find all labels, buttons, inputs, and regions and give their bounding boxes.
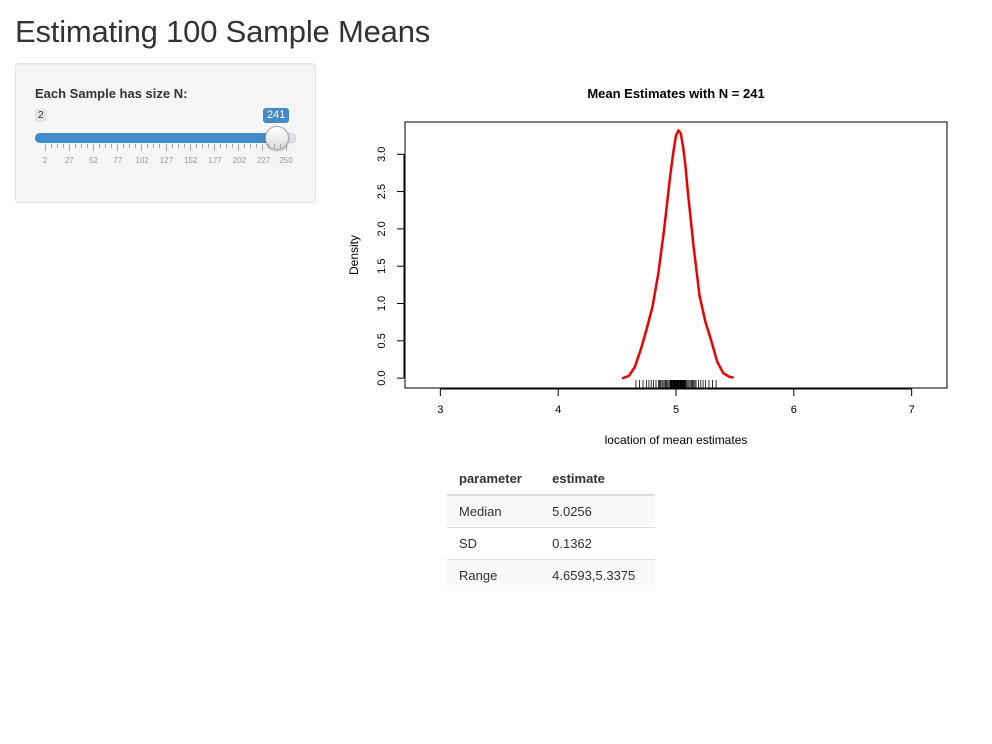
- slider-grid-label: 177: [208, 156, 222, 165]
- slider-grid-tick: [51, 144, 53, 148]
- density-plot-svg: Mean Estimates with N = 241 3 4 5 6 7 location…: [347, 86, 948, 447]
- slider-grid-tick: [147, 144, 149, 148]
- sidebar-panel: Each Sample has size N: 2 241 2 27 52 77 102…: [15, 63, 316, 203]
- slider-grid-tick: [165, 144, 167, 151]
- x-axis-label: location of mean estimates: [605, 433, 748, 447]
- slider-grid-label: 227: [256, 156, 271, 165]
- slider-label: Each Sample has size N:: [35, 86, 188, 101]
- slider-grid-tick: [207, 144, 209, 148]
- slider-grid-tick: [81, 144, 83, 148]
- slider-grid-tick: [69, 144, 71, 151]
- slider-grid-tick: [219, 144, 221, 148]
- x-tick-label: 4: [555, 404, 561, 416]
- slider-grid-tick: [129, 144, 131, 148]
- slider-grid-tick: [171, 144, 173, 148]
- slider-grid-tick: [189, 144, 191, 151]
- slider-grid-tick: [279, 144, 281, 148]
- density-curve: [621, 129, 734, 380]
- slider-grid-tick: [57, 144, 59, 148]
- slider-grid-tick: [267, 144, 269, 148]
- table-row: Median 5.0256: [447, 494, 655, 528]
- slider-grid-tick: [201, 144, 203, 148]
- y-tick-label: 0.5: [376, 333, 388, 348]
- slider-handle[interactable]: [265, 126, 289, 150]
- slider-grid-tick: [45, 144, 46, 151]
- y-tick-label: 1.5: [376, 259, 388, 274]
- slider-grid-tick: [117, 144, 119, 151]
- slider-fill: [35, 133, 277, 143]
- slider-grid-tick: [243, 144, 245, 148]
- x-tick-label: 5: [673, 404, 679, 416]
- slider-grid-tick: [261, 144, 263, 151]
- slider-value-badge: 241: [263, 108, 290, 123]
- slider-grid-tick: [159, 144, 161, 148]
- slider-grid-label: 27: [64, 156, 74, 165]
- page-title: Estimating 100 Sample Means: [15, 14, 431, 49]
- cell-parameter: SD: [447, 527, 541, 560]
- slider-grid-tick: [177, 144, 179, 148]
- slider-grid-label: 2: [42, 156, 48, 165]
- slider-grid-tick: [75, 144, 77, 148]
- slider-grid-label: 102: [135, 156, 149, 165]
- slider-grid-tick: [135, 144, 137, 148]
- slider-grid-tick: [153, 144, 155, 148]
- cell-estimate: 0.1362: [540, 527, 655, 560]
- slider-grid-tick: [93, 144, 95, 151]
- slider-grid-tick: [99, 144, 101, 148]
- y-axis-label: Density: [347, 235, 361, 275]
- y-tick-label: 2.0: [376, 221, 388, 236]
- summary-table: parameter estimate Median 5.0256 SD 0.13…: [447, 463, 655, 591]
- x-tick-label: 6: [791, 404, 797, 416]
- slider-grid-tick: [249, 144, 251, 148]
- slider-grid-label: 52: [89, 156, 99, 165]
- slider-grid-tick: [63, 144, 65, 148]
- header-estimate: estimate: [540, 463, 655, 496]
- slider-grid-tick: [286, 144, 287, 151]
- y-tick-label: 3.0: [376, 147, 388, 162]
- cell-estimate: 4.6593,5.3375: [540, 559, 655, 591]
- slider-grid-tick: [255, 144, 257, 148]
- y-tick-label: 1.0: [376, 296, 388, 311]
- y-tick-label: 0.0: [376, 370, 388, 385]
- table-row: Range 4.6593,5.3375: [447, 559, 655, 591]
- x-tick-label: 7: [909, 404, 915, 416]
- cell-estimate: 5.0256: [540, 494, 655, 528]
- slider-grid-label: 152: [184, 156, 198, 165]
- slider-grid-label: 77: [113, 156, 123, 165]
- x-tick-label: 3: [437, 404, 443, 416]
- slider-grid-tick: [195, 144, 197, 148]
- slider-grid-tick: [87, 144, 89, 148]
- y-tick-label: 2.5: [376, 184, 388, 199]
- slider-grid-ticks: [16, 144, 315, 164]
- slider-grid-tick: [141, 144, 143, 151]
- cell-parameter: Median: [447, 494, 541, 528]
- slider-grid-tick: [183, 144, 185, 148]
- table-row: SD 0.1362: [447, 527, 655, 560]
- table-header-row: parameter estimate: [447, 463, 655, 496]
- header-parameter: parameter: [447, 463, 541, 496]
- chart-title: Mean Estimates with N = 241: [587, 86, 764, 101]
- slider-grid-label: 202: [232, 156, 247, 165]
- slider-grid-tick: [225, 144, 227, 148]
- slider-grid-label: 250: [279, 156, 293, 165]
- cell-parameter: Range: [447, 559, 541, 591]
- slider-min-badge: 2: [35, 109, 47, 122]
- slider-grid-tick: [111, 144, 113, 148]
- slider-grid-tick: [273, 144, 275, 148]
- slider-grid-tick: [123, 144, 125, 148]
- slider-grid-tick: [231, 144, 233, 148]
- plot-frame: [404, 121, 948, 389]
- density-plot: Mean Estimates with N = 241 3 4 5 6 7 location…: [340, 72, 960, 462]
- slider-grid-tick: [237, 144, 239, 151]
- slider-grid-tick: [105, 144, 107, 148]
- slider-grid-label: 127: [159, 156, 174, 165]
- slider-grid-tick: [213, 144, 215, 151]
